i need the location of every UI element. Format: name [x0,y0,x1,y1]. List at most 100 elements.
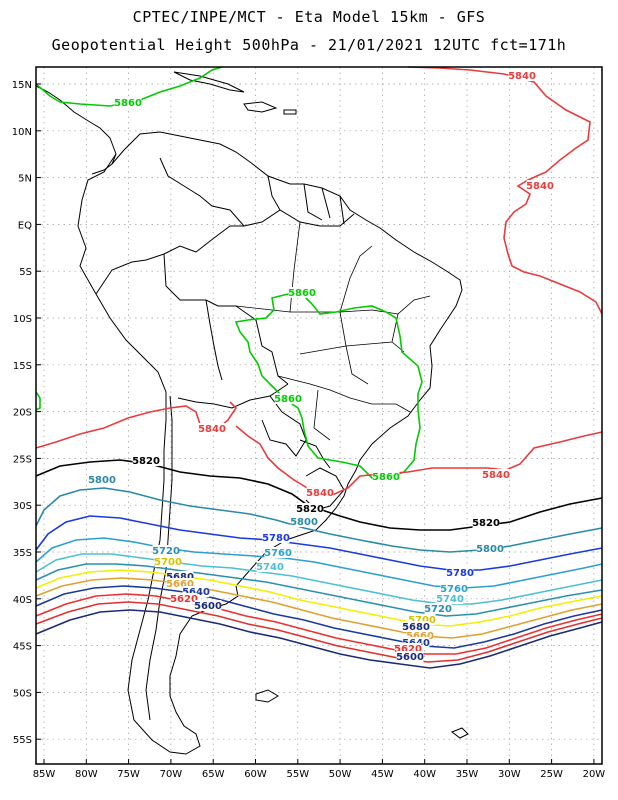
contour-label: 5700 [154,557,182,568]
contour-label: 5860 [372,472,400,483]
contour-label: 5640 [182,587,210,598]
brazil-state-borders [235,221,431,441]
contour-5720 [35,563,603,617]
contour-label-bg [408,614,436,625]
contour-label: 5820 [472,518,500,529]
falkland-islands [255,689,279,703]
contour-label: 5800 [88,475,116,486]
colombia-peru-border [95,245,197,295]
contour-label-bg [182,586,210,597]
lon-label: 25W [540,769,563,780]
contour-label-bg [508,70,536,81]
contour-label-bg [402,637,430,648]
contour-label: 5700 [408,615,436,626]
contour-label-bg [166,571,194,582]
contour-5860-west [35,391,41,411]
caribbean-coast [111,131,291,185]
title-line-1: CPTEC/INPE/MCT - Eta Model 15km - GFS [132,8,486,26]
lon-label: 70W [160,769,183,780]
venezuela-guyana-border [267,175,281,211]
contour-label: 5780 [262,533,290,544]
lon-label: 85W [33,769,56,780]
contour-label-bg [198,423,226,434]
contour-label-bg [88,474,116,485]
contour-label-bg [152,545,180,556]
lon-label: 55W [286,769,309,780]
contour-label: 5760 [440,584,468,595]
contour-label-bg [170,593,198,604]
contour-5680 [35,577,603,639]
contour-label: 5780 [446,568,474,579]
lon-label: 80W [75,769,98,780]
contour-label-bg [288,287,316,298]
contour-label-bg [372,471,400,482]
map-frame [35,66,603,765]
contour-label-bg [264,547,292,558]
contour-label-bg [424,603,452,614]
contour-label-bg [406,630,434,641]
contour-5660 [35,585,603,649]
map-background [36,67,602,764]
lat-label: 45S [13,642,32,653]
contour-5740 [35,553,603,605]
guianas-borders [303,183,345,225]
contour-label: 5660 [166,579,194,590]
lon-label: 75W [117,769,140,780]
lon-label: 35W [456,769,479,780]
lat-label: 15N [12,80,32,91]
contour-5840-atlantic [407,66,603,315]
south-georgia [450,727,469,739]
lon-label: 40W [413,769,436,780]
contour-label-bg [476,543,504,554]
contour-label: 5860 [274,394,302,405]
lat-label: 55S [13,735,32,746]
contour-5760 [35,537,603,589]
graticule-grid [36,67,602,764]
contour-label: 5840 [526,181,554,192]
lat-label: 5S [19,267,32,278]
contour-label: 5740 [436,594,464,605]
contour-label-bg [482,469,510,480]
contour-label: 5760 [264,548,292,559]
bolivia-brazil-border [235,305,289,385]
contour-labels: 5840 5860 5840 5860 5860 5840 5820 5860 5840 5800… [88,70,554,663]
contour-label-bg [446,567,474,578]
contour-label: 5680 [402,622,430,633]
contour-label-bg [274,393,302,404]
contour-label: 5720 [424,604,452,615]
contour-label-bg [154,556,182,567]
contour-label-bg [306,487,334,498]
contour-label: 5820 [296,504,324,515]
contour-label: 5680 [166,572,194,583]
lon-label: 60W [244,769,267,780]
lon-label: 30W [498,769,521,780]
contour-label-bg [166,578,194,589]
contour-label-bg [402,621,430,632]
contour-label: 5840 [306,488,334,499]
central-america-coast [35,85,117,175]
lat-label: 35S [13,548,32,559]
contour-5700 [35,569,603,627]
contour-label: 5720 [152,546,180,557]
contour-label: 5740 [256,562,284,573]
contour-label: 5840 [198,424,226,435]
hispaniola-outline [243,101,278,113]
contour-label-bg [436,593,464,604]
contour-5600 [35,609,603,669]
contour-label: 5860 [114,98,142,109]
contour-label: 5600 [396,652,424,663]
contour-label-bg [472,517,500,528]
lat-label: 25S [13,454,32,465]
contour-label: 5860 [288,288,316,299]
lat-label: 5N [18,174,32,185]
contour-label-bg [194,600,222,611]
contour-label: 5840 [482,470,510,481]
lon-label: 50W [329,769,352,780]
contour-label: 5820 [132,456,160,467]
contour-label-bg [526,180,554,191]
lat-label: 20S [13,408,32,419]
contour-label-bg [440,583,468,594]
contour-label-bg [132,455,160,466]
peru-brazil-border [163,253,236,307]
